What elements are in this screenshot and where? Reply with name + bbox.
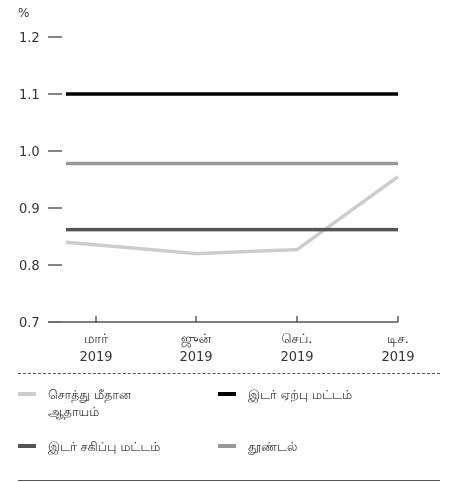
plot-area <box>65 92 400 256</box>
legend-item-risk-appetite: இடர் ஏற்பு மட்டம் <box>218 386 428 403</box>
x-tick-label-year: 2019 <box>280 350 313 365</box>
legend-swatch-return-on-assets <box>18 392 36 396</box>
x-axis: மார் 2019 ஜுன் 2019 செப். 2019 டிச. 2019 <box>48 316 415 365</box>
legend-item-return-on-assets: சொத்து மீதான ஆதாயம் <box>18 386 178 420</box>
x-tick-label-year: 2019 <box>179 350 212 365</box>
legend-swatch-risk-appetite <box>218 392 236 396</box>
x-tick-label-month: மார் <box>84 332 108 347</box>
y-axis: 0.7 0.8 0.9 1.0 1.1 1.2 <box>19 31 62 331</box>
y-tick-label: 0.8 <box>19 259 40 274</box>
y-tick-label: 1.0 <box>19 145 40 160</box>
y-axis-unit: % <box>18 6 29 20</box>
y-tick-label: 1.2 <box>19 31 40 46</box>
legend: சொத்து மீதான ஆதாயம் இடர் ஏற்பு மட்டம் இட… <box>18 382 448 472</box>
legend-label-risk-appetite: இடர் ஏற்பு மட்டம் <box>248 387 353 402</box>
y-tick-label: 0.9 <box>19 202 40 217</box>
legend-swatch-trigger <box>218 444 236 448</box>
legend-label-risk-tolerance: இடர் சகிப்பு மட்டம் <box>48 439 161 454</box>
x-tick-label-year: 2019 <box>79 350 112 365</box>
legend-label-trigger: தூண்டல் <box>248 439 298 454</box>
x-tick-label-year: 2019 <box>381 350 414 365</box>
y-tick-label: 0.7 <box>19 316 40 331</box>
x-tick-label-month: ஜுன் <box>181 332 212 347</box>
y-tick-label: 1.1 <box>19 88 40 103</box>
legend-swatch-risk-tolerance <box>18 444 36 448</box>
series-return-on-assets <box>65 175 400 256</box>
legend-item-trigger: தூண்டல் <box>218 438 378 455</box>
legend-label-return-on-assets: சொத்து மீதான ஆதாயம் <box>48 387 132 419</box>
legend-item-risk-tolerance: இடர் சகிப்பு மட்டம் <box>18 438 218 455</box>
legend-divider <box>18 373 440 374</box>
x-tick-label-month: செப். <box>281 332 312 347</box>
bottom-rule <box>18 480 440 481</box>
x-tick-label-month: டிச. <box>387 332 409 347</box>
